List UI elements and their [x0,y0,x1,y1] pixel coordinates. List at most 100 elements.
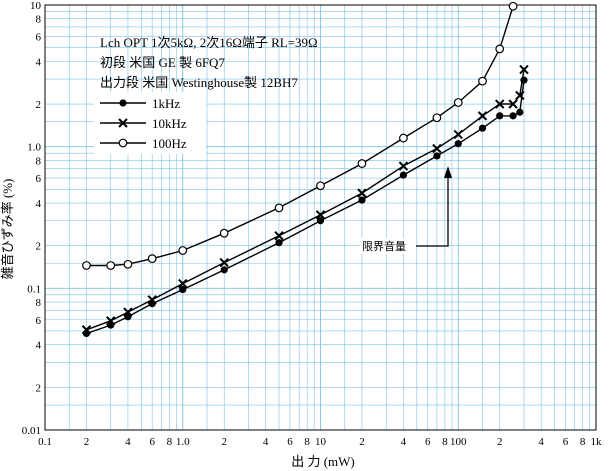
data-point [496,112,504,120]
x-tick-label: 1.0 [176,436,190,448]
x-tick-label: 0.1 [38,436,52,448]
data-point [433,152,441,160]
y-tick-label: 2 [36,241,42,253]
x-tick-label: 2 [84,436,90,448]
legend-marker [118,138,128,148]
legend-label: 1kHz [152,96,180,111]
data-point [432,143,442,154]
data-point [123,259,133,269]
legend-label: 10kHz [152,116,187,131]
limit-volume-callout: 限界音量 [360,166,452,254]
data-point [453,98,463,107]
x-tick-label: 6 [149,436,155,448]
data-point [275,239,283,247]
x-tick-label: 10 [315,436,327,448]
y-tick-label: 0.01 [22,425,41,437]
x-tick-label: 4 [263,436,269,448]
x-tick-labels: 0.1 2 4 6 8 1.0 2 4 6 8 10 2 4 6 8 100 2 4 6 8 1k [38,436,602,448]
data-point [399,133,408,143]
annotation-block: Lch OPT 1次5kΩ, 2次16Ω端子 RL=39Ω 初段 米国 GE 製… [100,35,318,90]
y-axis-label: 雑音ひずみ率 (%) [0,179,15,280]
x-tick-label: 4 [538,436,544,448]
data-point [316,217,325,225]
data-point [147,295,157,305]
series-100Hz [82,1,518,270]
data-point [509,112,517,120]
data-point [178,278,188,289]
x-tick-label: 8 [167,436,173,448]
data-point [516,108,524,116]
data-point [82,261,91,270]
annotation-line-2: 初段 米国 GE 製 6FQ7 [100,55,225,70]
y-tick-label: 8 [36,14,42,26]
x-tick-label: 2 [359,436,365,448]
data-point [123,307,133,317]
x-tick-label: 4 [401,436,407,448]
data-point [219,228,229,238]
x-tick-label: 100 [450,436,467,448]
data-point [357,159,367,168]
data-point [179,285,187,294]
y-tick-label: 8 [36,155,42,167]
data-point [81,325,92,335]
annotation-line-3: 出力段 米国 Westinghouse製 12BH7 [100,75,298,90]
data-point [220,266,228,274]
data-point [316,181,325,191]
x-tick-label: 4 [125,436,131,448]
plot-frame [44,4,597,431]
data-point [454,140,462,148]
x-axis-label: 出 力 (mW) [291,454,355,469]
series-layer [81,1,529,338]
x-tick-label: 2 [497,436,503,448]
data-point [178,246,188,255]
legend-label: 100Hz [152,136,187,151]
x-tick-label: 2 [221,436,227,448]
x-tick-label: 6 [563,436,569,448]
callout-arrowhead [444,166,452,178]
data-point [478,76,487,86]
legend: 1kHz 10kHz 100Hz [94,92,206,154]
data-point [495,99,505,109]
y-tick-label: 6 [36,315,42,327]
y-tick-label: 4 [36,56,42,68]
y-tick-label: 6 [36,31,42,43]
data-point [106,316,116,326]
legend-marker [118,118,128,128]
y-tick-label: 4 [36,198,42,210]
data-point [274,231,284,241]
data-point [519,64,529,75]
x-tick-label: 8 [580,436,586,448]
data-point [495,44,505,54]
y-tick-label: 10 [30,0,42,12]
data-point [515,90,525,101]
data-point [478,124,487,132]
x-tick-label: 6 [287,436,293,448]
data-point [106,261,116,270]
data-point [357,188,367,198]
data-point [219,257,229,268]
y-tick-label: 2 [36,382,42,394]
x-tick-label: 8 [442,436,448,448]
data-point [508,1,518,11]
data-point [508,99,518,109]
data-point [358,196,366,204]
callout-label: 限界音量 [362,239,406,253]
y-tick-label: 8 [36,297,42,309]
y-tick-label: 1.0 [27,142,41,154]
y-tick-label: 2 [36,99,42,111]
data-point [399,171,408,179]
x-tick-label: 6 [425,436,431,448]
x-tick-label: 1k [591,436,603,448]
data-point [274,203,284,213]
callout-line [416,176,449,247]
data-point [432,113,442,123]
y-tick-label: 6 [36,173,42,185]
data-point [453,129,463,140]
y-tick-label: 4 [36,340,42,352]
data-point [147,254,157,264]
callout-label-bg [360,238,416,254]
legend-marker [119,99,127,107]
y-tick-label: 0.1 [27,283,41,295]
